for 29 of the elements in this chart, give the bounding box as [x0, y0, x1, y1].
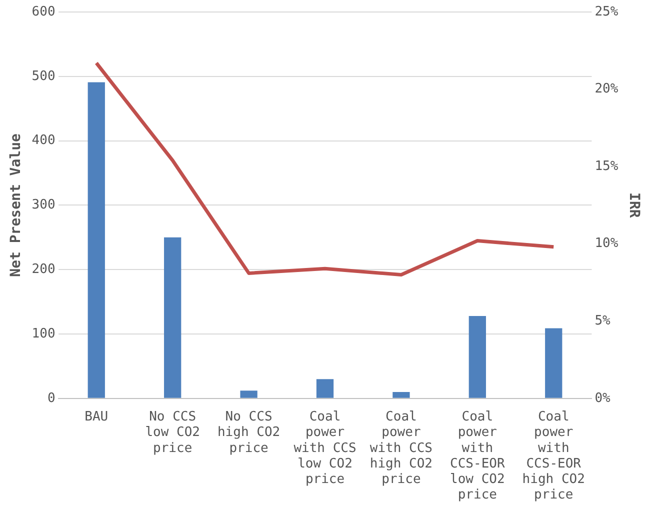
y-tick-label: 100	[32, 326, 56, 342]
y2-tick-label: 15%	[594, 158, 618, 174]
bar	[545, 328, 562, 398]
y-tick-label: 500	[32, 68, 56, 84]
y-tick-label: 300	[32, 198, 56, 213]
x-tick-label: Coal power with CCS-EOR high CO2 price	[522, 410, 585, 503]
x-tick-label: No CCS low CO2 price	[145, 410, 200, 456]
y2-axis-title: IRR	[626, 192, 642, 218]
y2-tick-label: 0%	[594, 390, 611, 406]
bar	[392, 392, 410, 398]
y-tick-label: 400	[32, 133, 56, 148]
y-axis-title: Net Present Value	[8, 134, 24, 277]
y-tick-label: 200	[32, 262, 56, 277]
y2-tick-label: 25%	[594, 4, 618, 20]
bar	[240, 390, 258, 398]
y-tick-label: 0	[47, 390, 56, 406]
bar	[468, 316, 486, 398]
y2-tick-label: 5%	[594, 313, 611, 328]
y2-tick-label: 20%	[594, 82, 618, 97]
bar	[316, 379, 334, 398]
x-tick-label: Coal power with CCS-EOR low CO2 price	[450, 410, 505, 503]
x-tick-label: Coal power with CCS high CO2 price	[370, 410, 433, 487]
x-tick-label: No CCS high CO2 price	[217, 410, 280, 456]
y-tick-label: 600	[32, 4, 56, 20]
bar	[164, 237, 182, 398]
y2-tick-label: 10%	[594, 236, 618, 252]
bar	[88, 82, 105, 398]
x-tick-label: BAU	[84, 410, 108, 425]
x-tick-label: Coal power with CCS low CO2 price	[294, 410, 356, 487]
